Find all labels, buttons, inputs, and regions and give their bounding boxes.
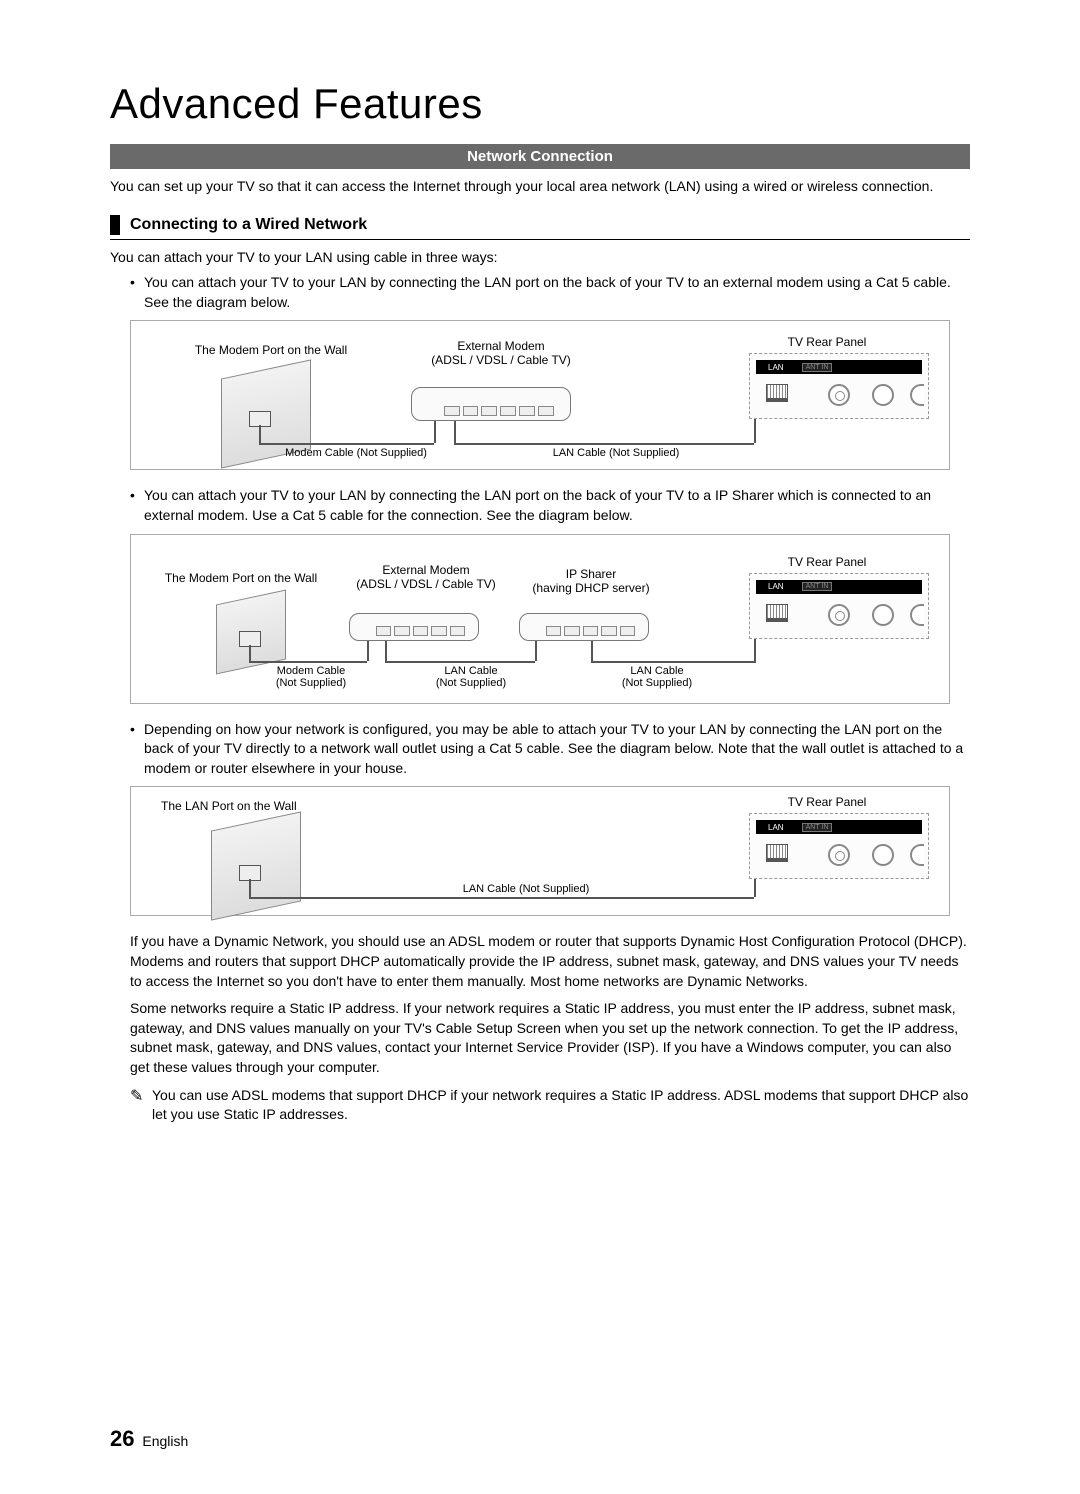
modem-box xyxy=(349,613,479,641)
tv-strip: LAN ANT IN xyxy=(756,360,922,374)
cable-segment xyxy=(754,879,756,897)
intro-text: You can set up your TV so that it can ac… xyxy=(110,177,970,197)
bullet-text: You can attach your TV to your LAN by co… xyxy=(144,273,970,312)
lan-cable-label: LAN Cable (Not Supplied) xyxy=(441,883,611,895)
bullet-text: You can attach your TV to your LAN by co… xyxy=(144,486,970,525)
coax-port-icon xyxy=(828,844,850,866)
bullet-item: • You can attach your TV to your LAN by … xyxy=(110,486,970,525)
cable-segment xyxy=(454,421,456,443)
coax-port-icon xyxy=(828,384,850,406)
cable-segment xyxy=(591,641,593,661)
page-footer: 26 English xyxy=(110,1426,188,1452)
lan-cable-label: LAN Cable (Not Supplied) xyxy=(607,665,707,689)
lan-cable-label: LAN Cable (Not Supplied) xyxy=(421,665,521,689)
cable-segment xyxy=(259,425,261,443)
sharer-box xyxy=(519,613,649,641)
diagram-wall: The LAN Port on the Wall TV Rear Panel L… xyxy=(130,786,950,916)
cable-segment xyxy=(754,639,756,661)
page-number: 26 xyxy=(110,1426,134,1451)
wall-label: The Modem Port on the Wall xyxy=(171,343,371,357)
diagram-sharer: The Modem Port on the Wall External Mode… xyxy=(130,534,950,704)
lan-cable-label: LAN Cable (Not Supplied) xyxy=(531,447,701,459)
cable-segment xyxy=(454,443,754,445)
note-text: You can use ADSL modems that support DHC… xyxy=(152,1086,970,1125)
modem-cable-label: Modem Cable (Not Supplied) xyxy=(271,447,441,459)
half-port-icon xyxy=(910,384,924,406)
modem-label: External Modem (ADSL / VDSL / Cable TV) xyxy=(346,563,506,591)
bullet-text: Depending on how your network is configu… xyxy=(144,720,970,779)
audio-port-icon xyxy=(872,384,894,406)
tv-rear-label: TV Rear Panel xyxy=(767,335,887,349)
bullet-item: • Depending on how your network is confi… xyxy=(110,720,970,779)
cable-segment xyxy=(249,645,251,661)
heading-bar xyxy=(110,215,120,235)
cable-segment xyxy=(367,641,369,661)
sharer-label: IP Sharer (having DHCP server) xyxy=(521,567,661,595)
half-port-icon xyxy=(910,844,924,866)
modem-label: External Modem (ADSL / VDSL / Cable TV) xyxy=(411,339,591,367)
half-port-icon xyxy=(910,604,924,626)
note-row: ✎ You can use ADSL modems that support D… xyxy=(110,1086,970,1125)
page-title: Advanced Features xyxy=(110,80,970,128)
cable-segment xyxy=(434,421,436,443)
coax-port-icon xyxy=(828,604,850,626)
audio-port-icon xyxy=(872,604,894,626)
note-icon: ✎ xyxy=(130,1086,152,1125)
lan-port-icon xyxy=(766,604,788,622)
cable-segment xyxy=(535,641,537,661)
section-banner: Network Connection xyxy=(110,144,970,169)
body-paragraph: If you have a Dynamic Network, you shoul… xyxy=(110,932,970,991)
bullet-item: • You can attach your TV to your LAN by … xyxy=(110,273,970,312)
lan-port-icon xyxy=(766,844,788,862)
modem-box xyxy=(411,387,571,421)
diagram-modem: The Modem Port on the Wall External Mode… xyxy=(130,320,950,470)
subsection-heading: Connecting to a Wired Network xyxy=(110,215,970,240)
lan-label: LAN xyxy=(768,582,784,591)
ant-label: ANT IN xyxy=(802,582,833,591)
tv-rear-label: TV Rear Panel xyxy=(767,555,887,569)
wall-label: The LAN Port on the Wall xyxy=(161,799,341,813)
cable-segment xyxy=(249,661,367,663)
tv-strip: LAN ANT IN xyxy=(756,820,922,834)
tv-panel: LAN ANT IN xyxy=(749,813,929,879)
tv-panel: LAN ANT IN xyxy=(749,353,929,419)
lead-text: You can attach your TV to your LAN using… xyxy=(110,248,970,268)
cable-segment xyxy=(249,879,251,897)
lan-label: LAN xyxy=(768,823,784,832)
heading-text: Connecting to a Wired Network xyxy=(130,216,367,234)
bullet-marker: • xyxy=(130,486,144,525)
bullet-marker: • xyxy=(130,273,144,312)
bullet-marker: • xyxy=(130,720,144,779)
ant-label: ANT IN xyxy=(802,363,833,372)
tv-panel: LAN ANT IN xyxy=(749,573,929,639)
tv-rear-label: TV Rear Panel xyxy=(767,795,887,809)
lan-port-icon xyxy=(766,384,788,402)
body-paragraph: Some networks require a Static IP addres… xyxy=(110,999,970,1077)
cable-segment xyxy=(385,641,387,661)
audio-port-icon xyxy=(872,844,894,866)
lan-label: LAN xyxy=(768,363,784,372)
modem-cable-label: Modem Cable (Not Supplied) xyxy=(261,665,361,689)
cable-segment xyxy=(385,661,535,663)
cable-segment xyxy=(754,419,756,443)
footer-lang: English xyxy=(142,1433,188,1449)
cable-segment xyxy=(591,661,756,663)
cable-segment xyxy=(249,897,754,899)
ant-label: ANT IN xyxy=(802,823,833,832)
wall-label: The Modem Port on the Wall xyxy=(151,571,331,585)
tv-strip: LAN ANT IN xyxy=(756,580,922,594)
cable-segment xyxy=(259,443,434,445)
